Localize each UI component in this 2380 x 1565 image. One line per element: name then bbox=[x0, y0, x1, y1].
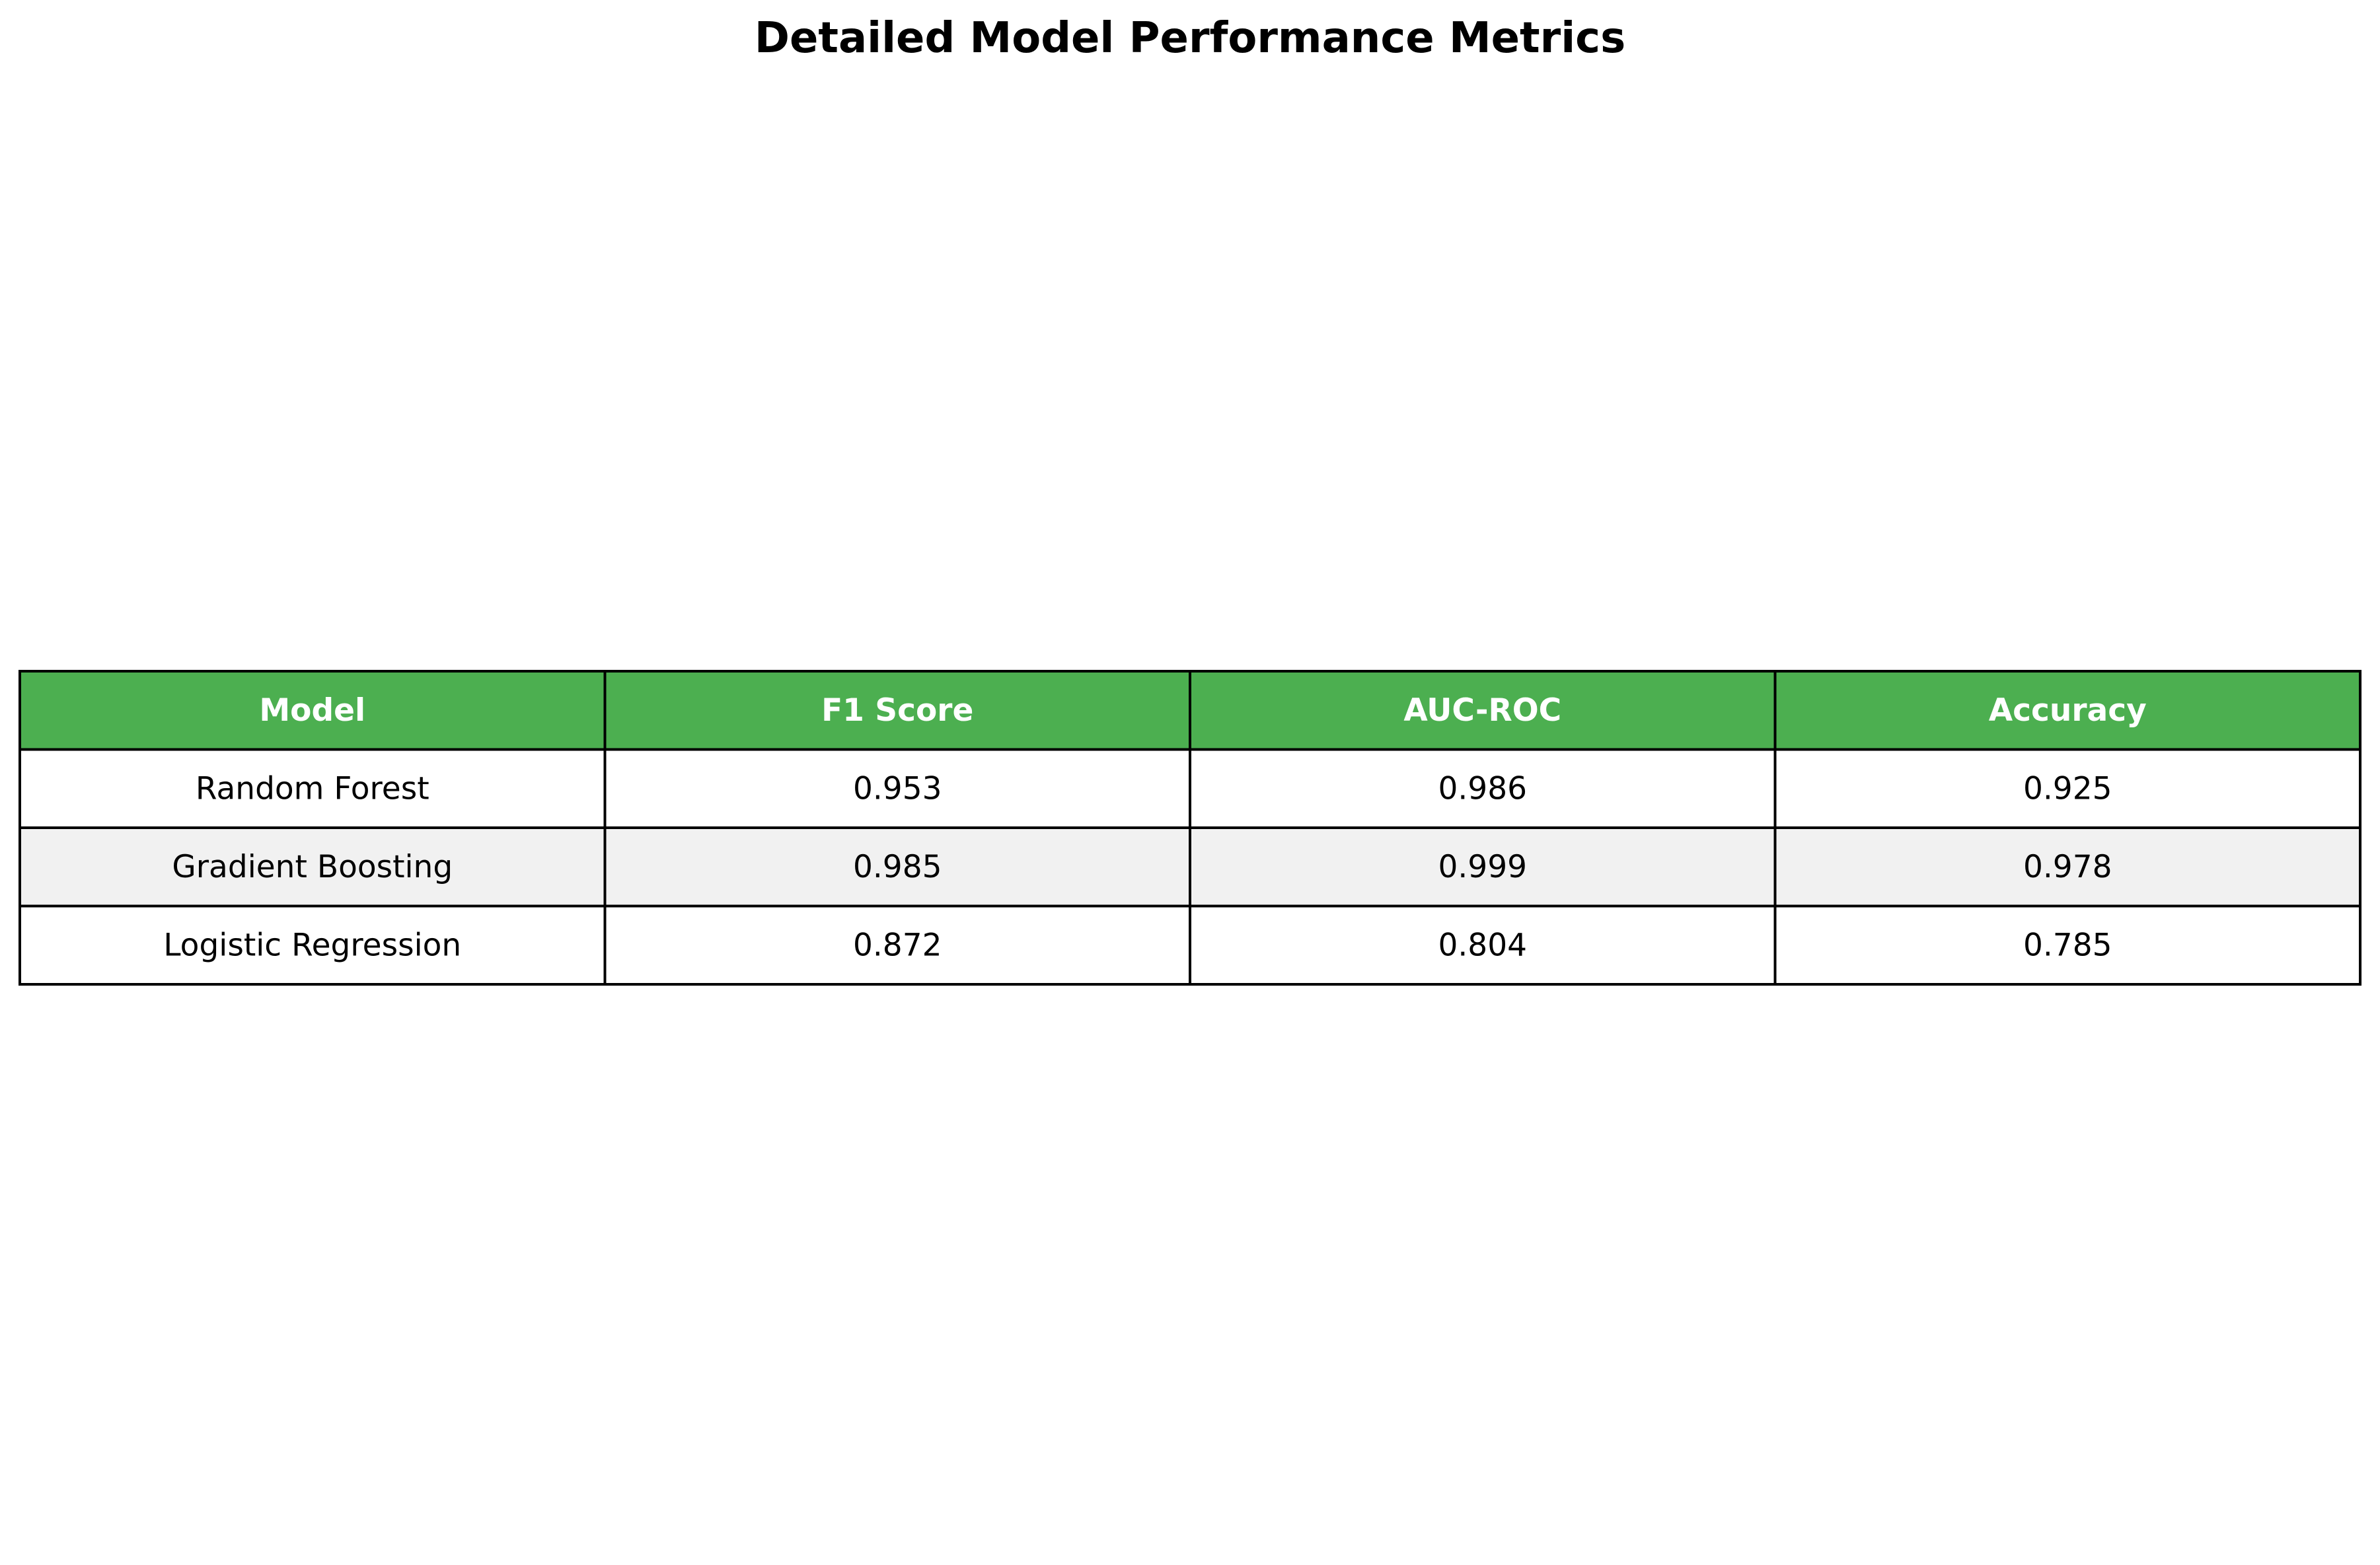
cell-value-r1-auc-roc: 0.986 bbox=[1438, 770, 1527, 807]
cell-r2-f1-score bbox=[603, 826, 1191, 908]
cell-r1-accuracy bbox=[1773, 748, 2361, 829]
cell-value-r2-accuracy: 0.978 bbox=[2023, 849, 2112, 885]
header-cell-auc-roc bbox=[1189, 670, 1777, 751]
cell-r3-auc-roc bbox=[1189, 904, 1777, 986]
cell-value-r3-f1-score: 0.872 bbox=[853, 927, 942, 963]
header-label-accuracy: Accuracy bbox=[1989, 692, 2147, 729]
header-cell-model bbox=[19, 670, 607, 751]
cell-r3-model bbox=[19, 904, 607, 986]
cell-value-r1-accuracy: 0.925 bbox=[2023, 770, 2112, 807]
cell-value-r1-model: Random Forest bbox=[196, 770, 429, 807]
header-label-f1-score: F1 Score bbox=[821, 692, 973, 729]
cell-value-r2-model: Gradient Boosting bbox=[172, 849, 453, 885]
cell-r2-accuracy bbox=[1773, 826, 2361, 908]
cell-value-r2-auc-roc: 0.999 bbox=[1438, 849, 1527, 885]
table-title: Detailed Model Performance Metrics bbox=[754, 14, 1626, 63]
cell-r3-accuracy bbox=[1773, 904, 2361, 986]
cell-value-r3-accuracy: 0.785 bbox=[2023, 927, 2112, 963]
cell-r3-f1-score bbox=[603, 904, 1191, 986]
header-label-model: Model bbox=[259, 692, 365, 729]
header-cell-f1-score bbox=[603, 670, 1191, 751]
cell-value-r1-f1-score: 0.953 bbox=[853, 770, 942, 807]
header-label-auc-roc: AUC-ROC bbox=[1403, 692, 1561, 729]
cell-r2-model bbox=[19, 826, 607, 908]
cell-value-r3-auc-roc: 0.804 bbox=[1438, 927, 1527, 963]
cell-value-r2-f1-score: 0.985 bbox=[853, 849, 942, 885]
cell-value-r3-model: Logistic Regression bbox=[163, 927, 461, 963]
